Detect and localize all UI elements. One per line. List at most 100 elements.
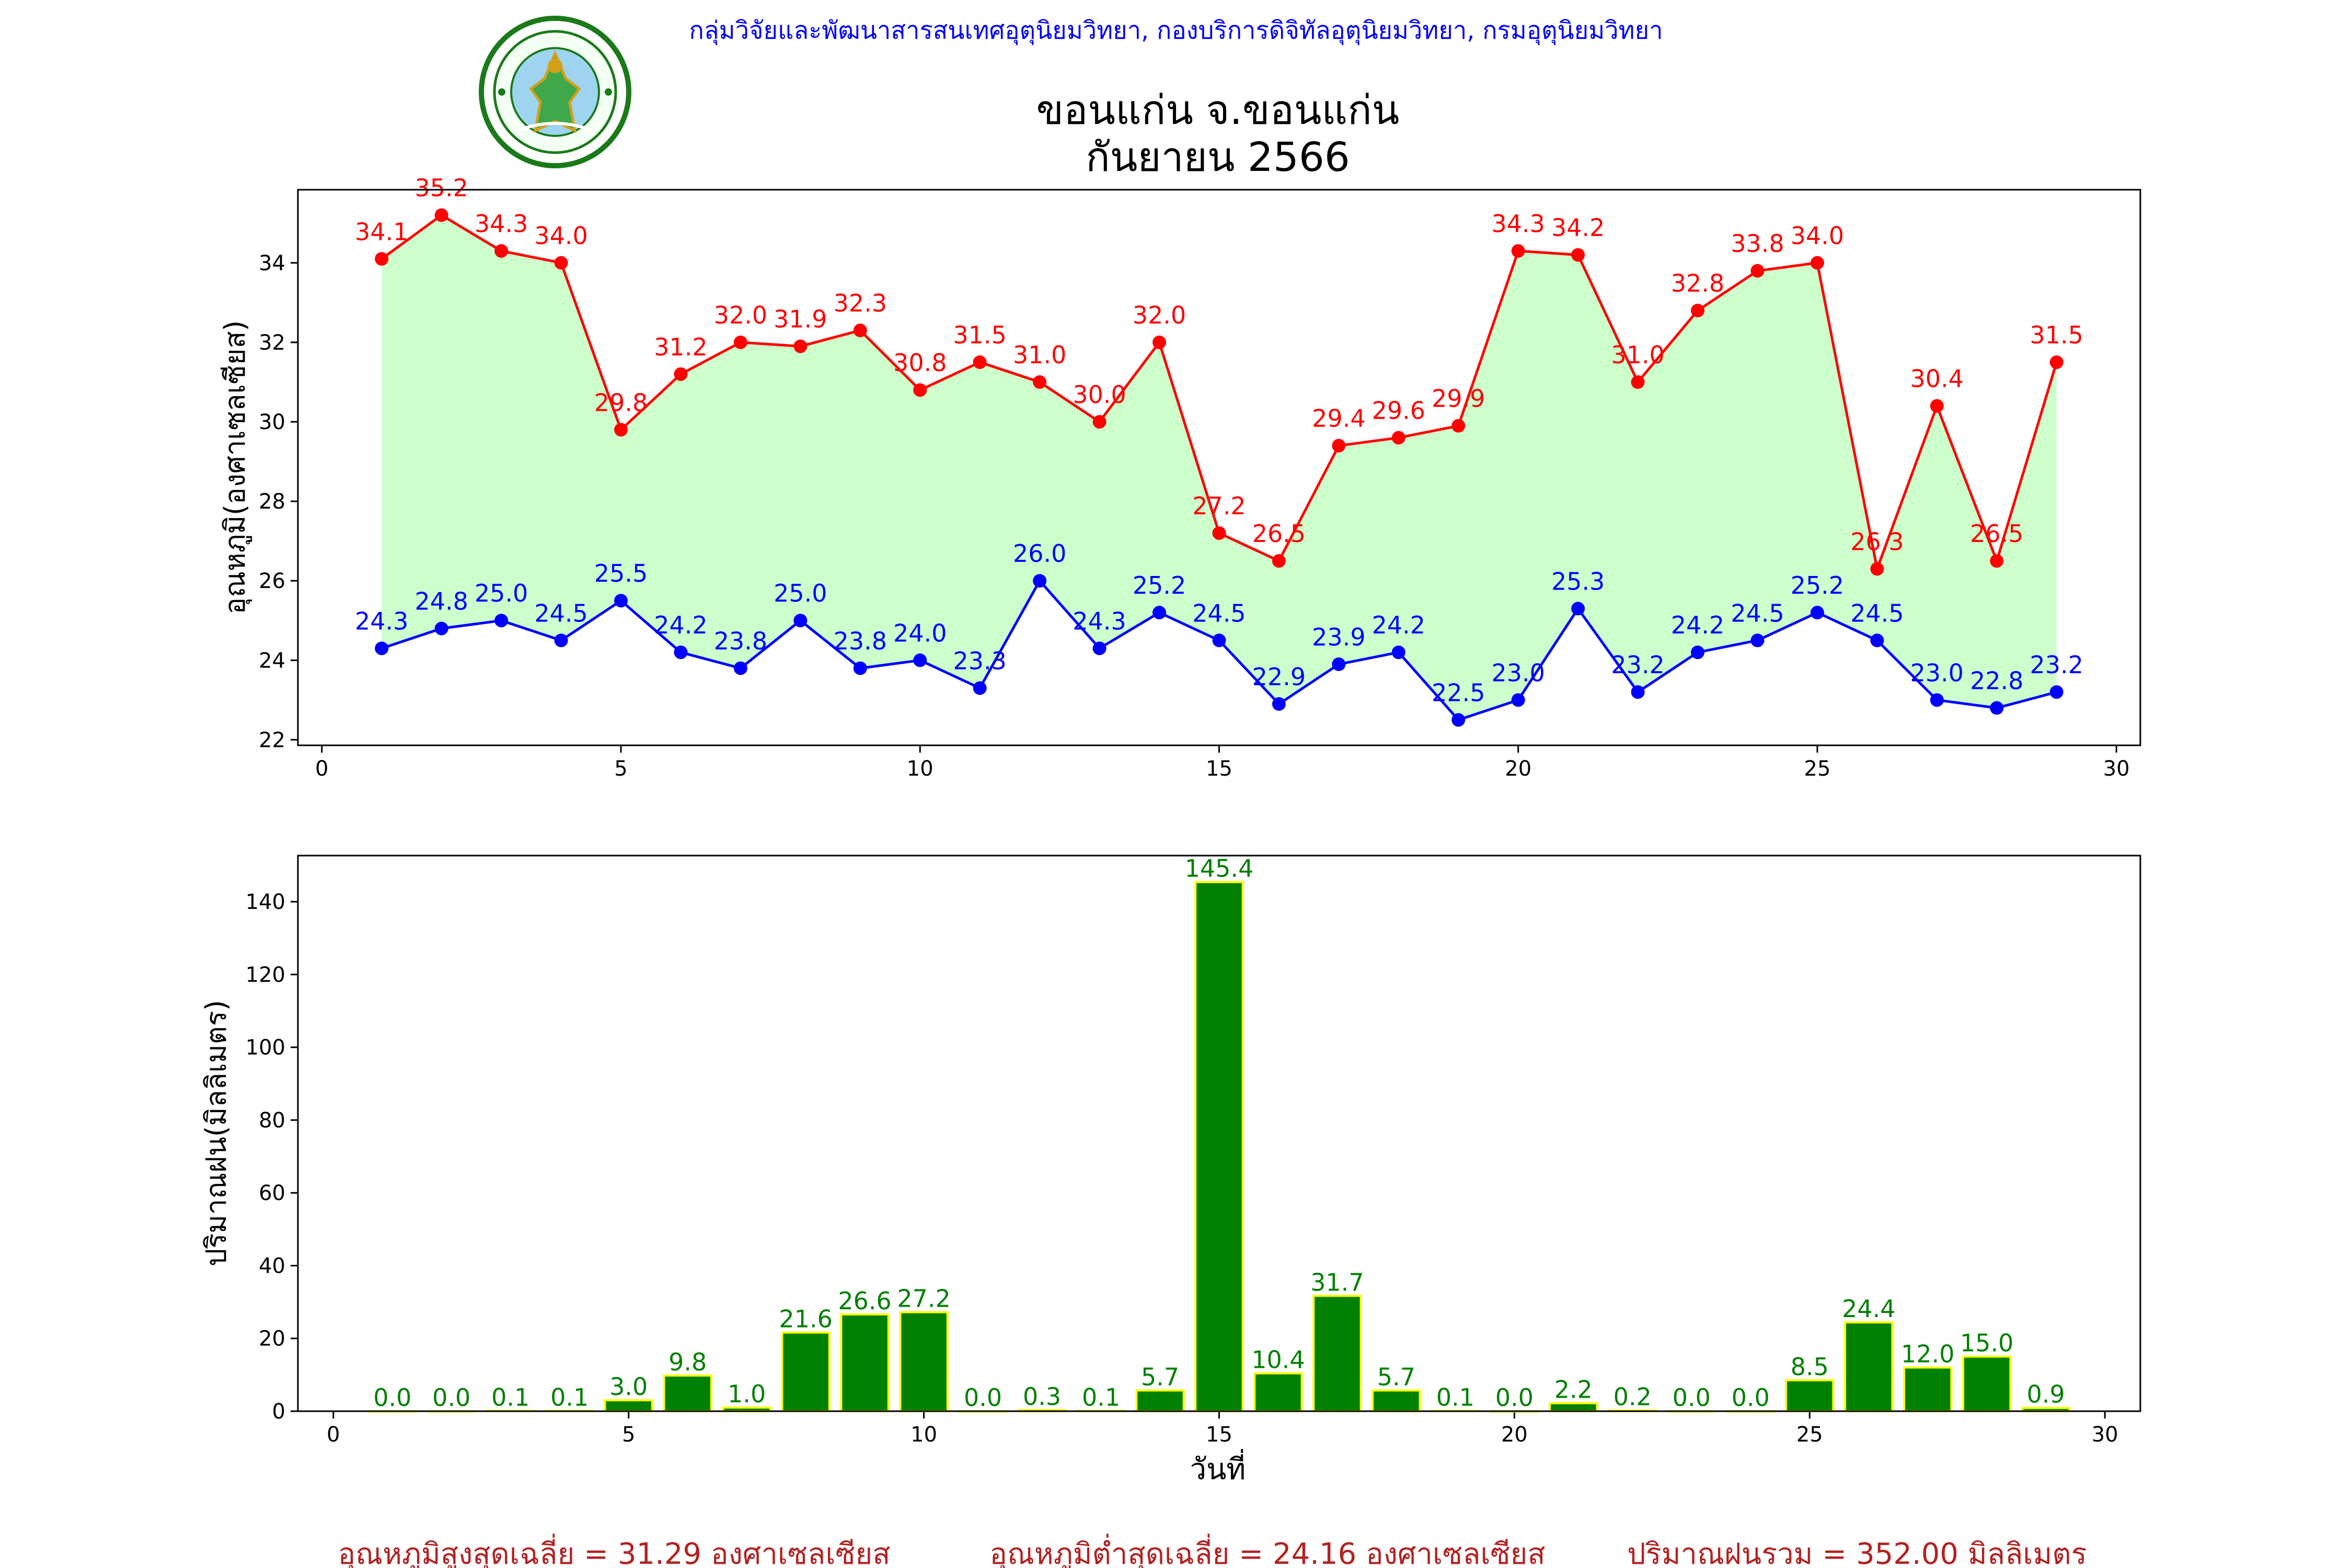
max-temperature-label: 34.2 bbox=[1551, 214, 1605, 242]
min-temperature-label: 23.0 bbox=[1492, 659, 1545, 687]
rainfall-bar-label: 3.0 bbox=[609, 1373, 648, 1401]
max-temperature-point bbox=[1092, 415, 1106, 429]
rainfall-bar bbox=[1549, 1402, 1598, 1412]
min-temperature-point bbox=[1033, 574, 1047, 588]
rainfall-bar-label: 0.3 bbox=[1023, 1382, 1061, 1411]
rainfall-bar-label: 0.0 bbox=[1495, 1383, 1534, 1412]
max-temperature-label: 34.0 bbox=[1791, 222, 1844, 250]
temperature-y-tick-label: 30 bbox=[259, 410, 285, 434]
min-temperature-point bbox=[1092, 641, 1106, 655]
rainfall-x-tick-label: 20 bbox=[1501, 1423, 1528, 1447]
rainfall-y-tick-label: 60 bbox=[259, 1181, 285, 1205]
max-temperature-point bbox=[1810, 256, 1824, 270]
max-temperature-label: 31.2 bbox=[654, 333, 707, 361]
max-temperature-point bbox=[554, 256, 568, 270]
min-temperature-label: 26.0 bbox=[1013, 539, 1066, 568]
max-temperature-label: 31.5 bbox=[2030, 321, 2083, 349]
min-temperature-label: 23.9 bbox=[1312, 623, 1365, 651]
max-temperature-point bbox=[853, 324, 867, 338]
max-temperature-label: 30.0 bbox=[1073, 381, 1126, 409]
min-temperature-point bbox=[1152, 606, 1167, 620]
max-temperature-label: 34.0 bbox=[534, 222, 587, 250]
rainfall-bar-label: 0.2 bbox=[1613, 1383, 1652, 1411]
rainfall-bar-label: 0.1 bbox=[491, 1383, 529, 1411]
footer-average-max-temperature: อุณหภูมิสูงสุดเฉลี่ย = 31.29 องศาเซลเซีย… bbox=[338, 1534, 890, 1568]
rainfall-bar bbox=[1194, 881, 1244, 1412]
min-temperature-point bbox=[674, 645, 688, 660]
min-temperature-label: 24.5 bbox=[1850, 599, 1904, 627]
min-temperature-point bbox=[1631, 685, 1645, 699]
max-temperature-point bbox=[1451, 419, 1466, 433]
max-temperature-label: 32.0 bbox=[1133, 301, 1186, 329]
rainfall-bar bbox=[840, 1313, 890, 1412]
max-temperature-label: 29.9 bbox=[1432, 385, 1485, 413]
min-temperature-label: 23.3 bbox=[953, 647, 1006, 675]
max-temperature-point bbox=[1511, 244, 1525, 258]
temperature-range-fill bbox=[382, 215, 2057, 720]
max-temperature-point bbox=[1332, 439, 1346, 453]
rainfall-y-axis-label: ปริมาณฝน(มิลลิเมตร) bbox=[200, 1000, 233, 1266]
header-organization: กลุ่มวิจัยและพัฒนาสารสนเทศอุตุนิยมวิทยา,… bbox=[689, 16, 1663, 45]
temperature-y-tick-label: 32 bbox=[259, 331, 285, 355]
max-temperature-label: 35.2 bbox=[414, 174, 468, 202]
max-temperature-label: 31.0 bbox=[1013, 341, 1066, 369]
rainfall-bar-label: 9.8 bbox=[668, 1348, 707, 1376]
rainfall-bar bbox=[899, 1311, 949, 1413]
rainfall-bar-label: 0.1 bbox=[1082, 1383, 1120, 1411]
max-temperature-label: 30.4 bbox=[1910, 365, 1964, 393]
max-temperature-point bbox=[973, 355, 987, 370]
rainfall-y-tick-label: 0 bbox=[272, 1400, 285, 1424]
rainfall-y-tick-label: 120 bbox=[246, 963, 285, 987]
max-temperature-label: 26.5 bbox=[1252, 520, 1306, 548]
max-temperature-point bbox=[434, 208, 448, 222]
min-temperature-point bbox=[1750, 633, 1765, 648]
rainfall-bar-label: 12.0 bbox=[1901, 1340, 1954, 1368]
rainfall-bar-label: 0.0 bbox=[432, 1383, 470, 1412]
min-temperature-point bbox=[1332, 657, 1346, 671]
rainfall-bar-label: 0.0 bbox=[964, 1383, 1002, 1412]
rainfall-x-tick-label: 5 bbox=[622, 1423, 635, 1447]
min-temperature-point bbox=[434, 621, 448, 636]
min-temperature-label: 25.2 bbox=[1133, 571, 1186, 599]
min-temperature-label: 24.2 bbox=[1372, 611, 1425, 639]
temperature-y-tick-label: 28 bbox=[259, 490, 285, 514]
min-temperature-point bbox=[793, 614, 808, 628]
temperature-y-tick-label: 22 bbox=[259, 728, 285, 752]
min-temperature-point bbox=[973, 681, 987, 695]
max-temperature-point bbox=[614, 423, 628, 437]
max-temperature-label: 34.1 bbox=[355, 217, 408, 246]
rainfall-bar-label: 10.4 bbox=[1251, 1346, 1305, 1374]
rainfall-bar bbox=[781, 1331, 831, 1412]
rainfall-bar bbox=[663, 1374, 712, 1412]
min-temperature-label: 24.8 bbox=[414, 587, 468, 615]
rainfall-bar-label: 0.0 bbox=[373, 1383, 411, 1412]
min-temperature-label: 25.5 bbox=[594, 559, 648, 587]
temperature-plot-frame bbox=[297, 189, 2141, 746]
max-temperature-label: 31.5 bbox=[953, 321, 1006, 349]
rainfall-bar bbox=[1135, 1389, 1185, 1413]
max-temperature-point bbox=[674, 367, 688, 381]
min-temperature-label: 24.0 bbox=[893, 619, 947, 647]
min-temperature-point bbox=[853, 661, 867, 675]
min-temperature-point bbox=[554, 633, 568, 648]
temperature-x-tick-label: 0 bbox=[315, 757, 328, 781]
temperature-x-tick-label: 10 bbox=[907, 757, 933, 781]
min-temperature-label: 24.5 bbox=[1192, 599, 1246, 627]
rainfall-bar-label: 0.1 bbox=[1436, 1383, 1474, 1411]
rainfall-y-tick-label: 80 bbox=[259, 1109, 285, 1133]
temperature-x-tick-label: 25 bbox=[1804, 757, 1831, 781]
max-temperature-point bbox=[793, 339, 808, 353]
min-temperature-label: 23.8 bbox=[714, 627, 767, 655]
temperature-x-tick-label: 20 bbox=[1505, 757, 1531, 781]
rainfall-x-tick-label: 0 bbox=[327, 1423, 340, 1447]
max-temperature-label: 30.8 bbox=[893, 349, 947, 377]
min-temperature-point bbox=[1691, 645, 1705, 660]
rainfall-chart: 0 5 10 15 20 25 30 0 20 40 60 80 100 120 140 0.0 0.0 0.1… bbox=[200, 855, 2141, 1486]
min-temperature-label: 23.8 bbox=[834, 627, 887, 655]
rainfall-bar bbox=[1844, 1321, 1894, 1412]
min-temperature-point bbox=[1451, 713, 1466, 727]
max-temperature-point bbox=[1391, 431, 1405, 445]
min-temperature-point bbox=[1571, 602, 1585, 616]
